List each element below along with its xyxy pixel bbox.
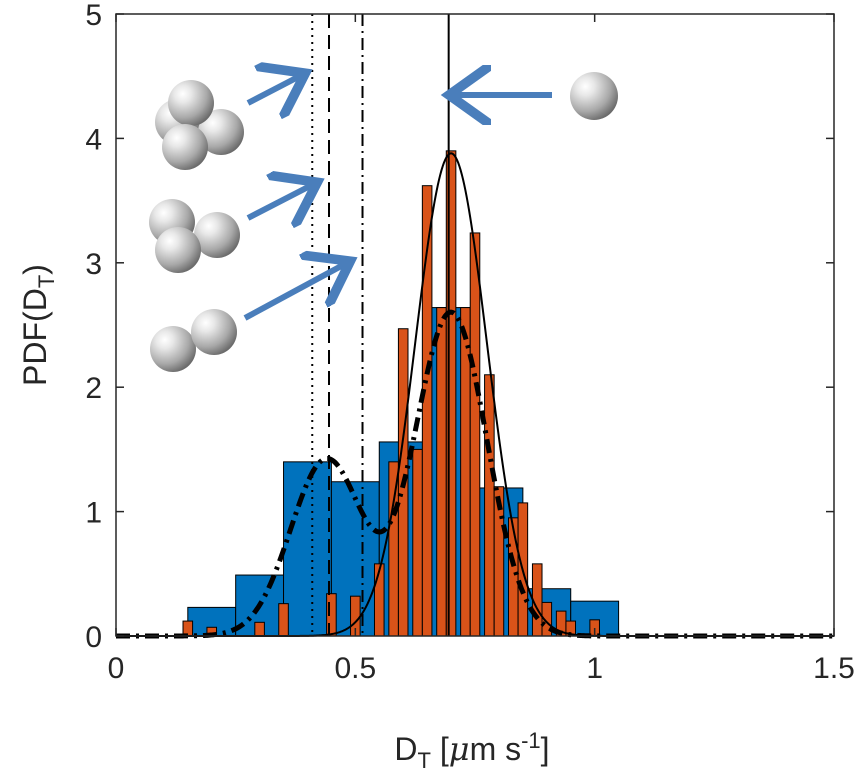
plot-area (116, 14, 834, 639)
blue-bar-2 (283, 461, 332, 637)
y-axis-ticks: 0 1 2 3 4 5 (85, 0, 834, 654)
single-sphere-icon (570, 72, 618, 120)
y-tick-label: 5 (85, 0, 102, 32)
x-axis-title: DT [μm s-1] (394, 728, 549, 773)
orange-bar-7 (388, 461, 399, 637)
x-tick-label: 1.5 (813, 652, 855, 685)
orange-bar-9 (412, 448, 423, 637)
orange-histogram (182, 150, 600, 637)
y-tick-label: 4 (85, 123, 102, 156)
orange-bar-11 (436, 307, 447, 637)
arrow-three-sphere (246, 185, 312, 218)
x-axis-ticks: 0 0.5 1 1.5 (108, 14, 855, 685)
y-tick-label: 2 (85, 372, 102, 405)
x-tick-label: 0 (108, 652, 125, 685)
orange-bar-6 (373, 563, 385, 637)
x-tick-label: 0.5 (334, 652, 376, 685)
orange-bar-2 (254, 621, 265, 637)
annotations (149, 72, 618, 372)
y-tick-label: 1 (85, 497, 102, 530)
orange-bar-17 (508, 517, 519, 637)
two-sphere-cluster-icon (150, 309, 237, 372)
y-axis-title: PDF(DT) (17, 264, 59, 386)
arrow-two-sphere (243, 264, 345, 321)
y-tick-label: 0 (85, 621, 102, 654)
axes: 0 0.5 1 1.5 0 1 2 3 4 5 (85, 0, 855, 685)
orange-bar-14 (469, 232, 481, 637)
y-tick-label: 3 (85, 248, 102, 281)
axes-box (115, 13, 835, 637)
x-tick-label: 1 (586, 652, 603, 685)
four-sphere-cluster-icon (155, 80, 244, 170)
orange-bar-3 (278, 603, 289, 637)
orange-bar-15 (484, 374, 495, 637)
arrow-four-sphere (246, 76, 300, 103)
three-sphere-cluster-icon (149, 199, 240, 273)
